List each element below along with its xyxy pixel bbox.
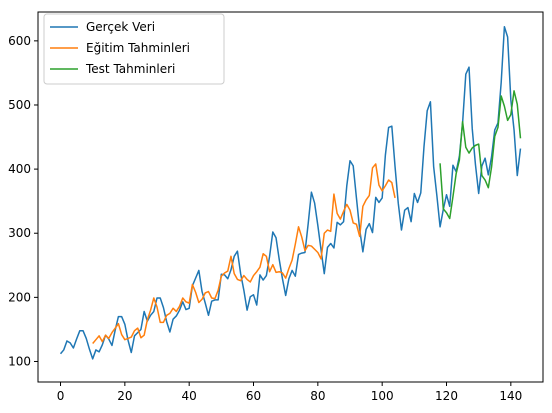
x-tick-label: 80 (310, 389, 325, 403)
legend-label-0: Gerçek Veri (86, 20, 155, 34)
legend-box (43, 13, 225, 85)
series-lines (59, 26, 522, 360)
x-tick-label: 120 (435, 389, 458, 403)
y-tick-label: 100 (8, 354, 31, 368)
x-tick-label: 60 (246, 389, 261, 403)
legend-label-2: Test Tahminleri (85, 62, 175, 76)
x-tick-label: 100 (371, 389, 394, 403)
x-tick-label: 40 (182, 389, 197, 403)
axis-ticks: 0 20 40 60 80 100 120 140 100 200 300 400 500 600 (8, 34, 522, 403)
y-tick-label: 600 (8, 34, 31, 48)
legend-label-1: Eğitim Tahminleri (86, 41, 190, 55)
y-tick-label: 300 (8, 226, 31, 240)
y-tick-label: 400 (8, 162, 31, 176)
series-line-1 (92, 163, 396, 345)
series-line-2 (439, 90, 522, 220)
x-tick-label: 140 (499, 389, 522, 403)
x-tick-label: 0 (57, 389, 65, 403)
x-tick-label: 20 (117, 389, 132, 403)
plot-frame (37, 11, 544, 383)
legend: Gerçek Veri Eğitim Tahminleri Test Tahminl… (43, 13, 225, 85)
y-tick-label: 500 (8, 98, 31, 112)
y-tick-label: 200 (8, 290, 31, 304)
